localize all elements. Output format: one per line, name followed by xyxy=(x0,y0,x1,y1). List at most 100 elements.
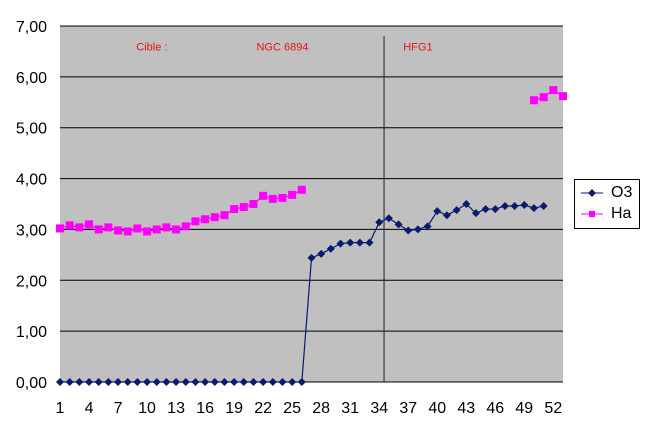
data-point-o3 xyxy=(326,244,335,253)
data-point-ha xyxy=(268,194,277,203)
data-point-o3 xyxy=(355,238,364,247)
data-point-ha xyxy=(278,193,287,202)
data-point-ha xyxy=(133,224,142,233)
data-point-o3 xyxy=(133,378,142,386)
data-point-ha xyxy=(559,92,567,101)
x-tick-label: 43 xyxy=(457,400,475,417)
square-marker-icon xyxy=(581,211,603,217)
x-tick-label: 10 xyxy=(138,400,156,417)
y-tick-label: 2,00 xyxy=(16,273,47,290)
data-point-ha xyxy=(143,227,152,236)
data-point-o3 xyxy=(114,378,123,386)
annotation-label: Cible : xyxy=(136,41,167,53)
data-point-ha xyxy=(220,211,229,220)
data-point-ha xyxy=(549,86,558,95)
series-ha xyxy=(56,86,567,236)
data-point-o3 xyxy=(162,378,171,386)
data-point-o3 xyxy=(201,378,210,386)
series-line-ha xyxy=(533,89,564,101)
data-point-o3 xyxy=(143,378,152,386)
x-tick-label: 13 xyxy=(167,400,185,417)
data-point-ha xyxy=(152,225,161,234)
data-point-ha xyxy=(239,203,248,212)
plot-area xyxy=(60,26,563,382)
x-tick-label: 34 xyxy=(370,400,388,417)
data-point-ha xyxy=(288,190,297,199)
x-tick-label: 7 xyxy=(114,400,123,417)
x-tick-label: 4 xyxy=(85,400,94,417)
data-point-o3 xyxy=(346,238,355,247)
data-point-o3 xyxy=(384,214,393,223)
data-point-ha xyxy=(539,93,548,102)
x-tick-label: 19 xyxy=(225,400,243,417)
x-tick-label: 46 xyxy=(486,400,504,417)
data-point-ha xyxy=(75,223,84,232)
y-tick-label: 3,00 xyxy=(16,222,47,239)
data-point-o3 xyxy=(172,378,181,386)
x-tick-label: 49 xyxy=(515,400,533,417)
data-point-o3 xyxy=(75,378,84,386)
data-point-o3 xyxy=(462,200,471,208)
x-tick-label: 22 xyxy=(254,400,272,417)
data-point-ha xyxy=(94,225,103,234)
data-point-o3 xyxy=(471,209,480,218)
data-point-o3 xyxy=(65,378,74,386)
data-point-o3 xyxy=(394,220,403,229)
data-point-o3 xyxy=(123,378,132,386)
series-o3 xyxy=(56,200,548,386)
legend: O3 Ha xyxy=(574,179,640,229)
x-tick-label: 37 xyxy=(399,400,417,417)
data-point-ha xyxy=(65,221,74,230)
data-point-o3 xyxy=(365,238,374,247)
y-axis-tick-labels: 0,00 1,00 2,00 3,00 4,00 5,00 6,00 7,00 xyxy=(16,19,47,392)
data-point-o3 xyxy=(423,222,432,231)
data-point-o3 xyxy=(94,378,103,386)
data-point-ha xyxy=(104,223,113,232)
data-point-ha xyxy=(114,226,123,235)
x-tick-label: 28 xyxy=(312,400,330,417)
data-point-ha xyxy=(297,185,306,194)
data-point-ha xyxy=(529,96,538,105)
data-point-ha xyxy=(56,224,64,233)
x-tick-label: 25 xyxy=(283,400,301,417)
diamond-marker-icon xyxy=(581,189,603,197)
legend-label-o3: O3 xyxy=(611,184,633,201)
data-point-o3 xyxy=(510,202,519,211)
data-point-o3 xyxy=(56,378,64,386)
data-point-ha xyxy=(201,215,210,224)
data-point-o3 xyxy=(539,202,548,211)
data-point-ha xyxy=(249,200,258,208)
legend-item-ha: Ha xyxy=(581,204,631,224)
data-point-o3 xyxy=(191,378,200,386)
data-point-o3 xyxy=(85,378,94,386)
data-point-ha xyxy=(172,225,181,234)
data-point-o3 xyxy=(249,378,258,386)
data-point-o3 xyxy=(259,378,268,386)
y-tick-label: 5,00 xyxy=(16,121,47,138)
data-point-ha xyxy=(181,222,190,231)
y-tick-label: 4,00 xyxy=(16,172,47,189)
data-point-ha xyxy=(259,191,268,200)
data-point-o3 xyxy=(210,378,219,386)
data-point-o3 xyxy=(433,207,442,216)
x-tick-label: 52 xyxy=(544,400,562,417)
data-point-o3 xyxy=(297,378,306,386)
x-tick-label: 31 xyxy=(341,400,359,417)
annotation-label: NGC 6894 xyxy=(256,41,308,53)
data-point-o3 xyxy=(442,211,451,220)
data-point-o3 xyxy=(307,253,316,262)
data-point-ha xyxy=(123,227,132,236)
x-tick-label: 40 xyxy=(428,400,446,417)
data-point-o3 xyxy=(104,378,113,386)
data-point-ha xyxy=(162,223,171,232)
data-point-o3 xyxy=(239,378,248,386)
data-point-o3 xyxy=(520,201,529,210)
data-point-ha xyxy=(230,205,239,214)
data-point-o3 xyxy=(452,206,461,215)
data-point-o3 xyxy=(230,378,239,386)
data-point-o3 xyxy=(220,378,229,386)
data-point-o3 xyxy=(278,378,287,386)
data-point-ha xyxy=(210,213,219,222)
data-point-o3 xyxy=(404,226,413,235)
annotation-label: HFG1 xyxy=(403,41,432,53)
